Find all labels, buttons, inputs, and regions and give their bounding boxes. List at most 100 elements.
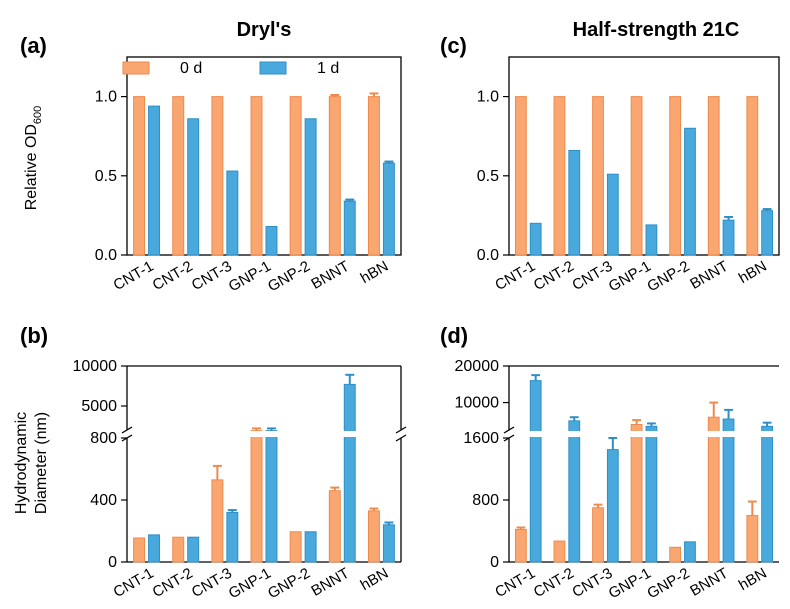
bar-bnnt-1-d (343, 200, 356, 256)
bar-cnt-2-1-d (187, 536, 200, 563)
bar-gnp-1-1-d (645, 425, 658, 563)
bar-gnp-1-0-d (250, 430, 263, 563)
bar-hbn-1-d (761, 425, 774, 563)
bar-cnt-1-0-d (514, 528, 527, 563)
bar-cnt-3-1-d (226, 511, 239, 563)
bar-bnnt-0-d (328, 490, 341, 563)
panel-d-chart: 0 800 1600 10000 20000 CNT-1CNT-2CNT-3GNP-1GN… (455, 358, 787, 603)
panel-b-chart: 0 400 800 5000 10000 CNT-1CNT-2CNT-3GNP-1GNP-… (73, 358, 409, 603)
bar-gnp-1-0-d (630, 96, 643, 256)
axis-break-left-upper (121, 426, 133, 434)
bar-gnp-2-1-d (304, 531, 317, 563)
x-tick-label-cnt-3: CNT-3 (189, 258, 235, 294)
x-tick-label-cnt-2: CNT-2 (150, 565, 196, 601)
bar-gnp-2-1-d (304, 118, 317, 256)
x-tick-label-bnnt: BNNT (687, 565, 731, 600)
bar-gnp-2-0-d (669, 546, 682, 563)
bar-cnt-3-1-d (226, 170, 239, 256)
bar-cnt-3-1-d (606, 173, 619, 256)
bar-bnnt-1-d (343, 383, 356, 563)
bar-gnp-1-1-d (265, 225, 278, 256)
y-tick-5000: 5000 (81, 398, 117, 415)
legend-swatch-1-d (259, 61, 287, 75)
bar-cnt-1-1-d (529, 222, 542, 256)
y-axis-label-od: Relative OD600 (23, 106, 44, 211)
bar-gnp-1-0-d (630, 424, 643, 563)
axis-break-gap (501, 431, 787, 437)
x-tick-label-cnt-1: CNT-1 (111, 565, 157, 601)
bar-cnt-3-0-d (211, 479, 224, 563)
axis-break-left-lower (121, 434, 133, 442)
x-tick-label-cnt-2: CNT-2 (150, 258, 196, 294)
x-tick-label-cnt-1: CNT-1 (492, 565, 538, 601)
y-tick-1-0: 1.0 (95, 89, 117, 106)
bar-gnp-2-0-d (289, 96, 302, 256)
bar-cnt-1-1-d (529, 380, 542, 563)
x-tick-label-bnnt: BNNT (308, 565, 352, 600)
bar-cnt-2-0-d (553, 96, 566, 256)
bar-hbn-0-d (367, 96, 380, 256)
x-tick-label-hbn: hBN (358, 258, 392, 287)
x-tick-label-cnt-3: CNT-3 (569, 565, 615, 601)
bar-bnnt-0-d (707, 416, 720, 563)
axis-break-left-lower (503, 434, 515, 442)
x-tick-label-cnt-1: CNT-1 (111, 258, 157, 294)
y-tick-800: 800 (472, 492, 499, 509)
x-tick-label-hbn: hBN (736, 565, 770, 594)
bar-cnt-2-0-d (553, 540, 566, 563)
y-tick-0-0: 0.0 (95, 247, 117, 264)
bar-cnt-2-1-d (187, 118, 200, 256)
x-tick-label-gnp-1: GNP-1 (606, 565, 654, 603)
legend-swatch-0-d (122, 61, 150, 75)
bar-hbn-0-d (367, 510, 380, 563)
bar-hbn-0-d (746, 96, 759, 256)
title-drylsl: Dryl's (237, 19, 292, 41)
x-tick-label-gnp-2: GNP-2 (644, 258, 692, 296)
x-tick-label-cnt-2: CNT-2 (531, 565, 577, 601)
x-tick-label-bnnt: BNNT (308, 258, 352, 293)
bar-cnt-1-0-d (133, 537, 146, 563)
x-tick-label-cnt-3: CNT-3 (189, 565, 235, 601)
bar-gnp-2-1-d (684, 541, 696, 563)
bar-gnp-2-1-d (684, 127, 696, 256)
bar-bnnt-0-d (707, 96, 720, 256)
x-tick-label-bnnt: BNNT (687, 258, 731, 293)
x-tick-label-gnp-1: GNP-1 (226, 258, 274, 296)
x-tick-label-hbn: hBN (358, 565, 392, 594)
y-tick-800: 800 (90, 430, 117, 447)
x-tick-label-gnp-1: GNP-1 (226, 565, 274, 603)
bar-cnt-1-1-d (148, 105, 161, 256)
legend-label-1-d: 1 d (317, 60, 339, 77)
axis-break-right-upper (395, 426, 407, 434)
bar-hbn-1-d (382, 162, 395, 256)
panel-label-d: (d) (440, 323, 468, 348)
y-axis-label-hd-line1: Hydrodynamic (13, 412, 30, 514)
y-tick-1-0: 1.0 (477, 89, 499, 106)
axis-break-gap (119, 431, 409, 437)
bar-cnt-1-1-d (148, 534, 161, 563)
bar-cnt-3-0-d (592, 507, 604, 563)
bar-cnt-2-1-d (568, 420, 581, 563)
bar-cnt-3-0-d (211, 96, 224, 256)
y-tick-0: 0 (490, 554, 499, 571)
y-tick-0: 0 (108, 554, 117, 571)
bar-hbn-1-d (382, 524, 395, 563)
bar-cnt-2-0-d (172, 96, 185, 256)
y-tick-1600: 1600 (463, 430, 499, 447)
x-tick-label-gnp-2: GNP-2 (644, 565, 692, 603)
x-tick-label-cnt-1: CNT-1 (492, 258, 538, 294)
y-tick-0-5: 0.5 (477, 168, 499, 185)
plot-frame (508, 56, 780, 256)
legend-label-0-d: 0 d (180, 60, 202, 77)
y-tick-10000: 10000 (73, 358, 118, 375)
bar-cnt-2-0-d (172, 536, 185, 563)
bar-gnp-2-0-d (669, 96, 682, 256)
bar-bnnt-1-d (722, 418, 735, 563)
y-tick-20000: 20000 (455, 358, 500, 375)
y-tick-400: 400 (90, 492, 117, 509)
bar-gnp-1-1-d (265, 430, 278, 563)
x-tick-label-cnt-2: CNT-2 (531, 258, 577, 294)
panel-label-b: (b) (20, 323, 48, 348)
